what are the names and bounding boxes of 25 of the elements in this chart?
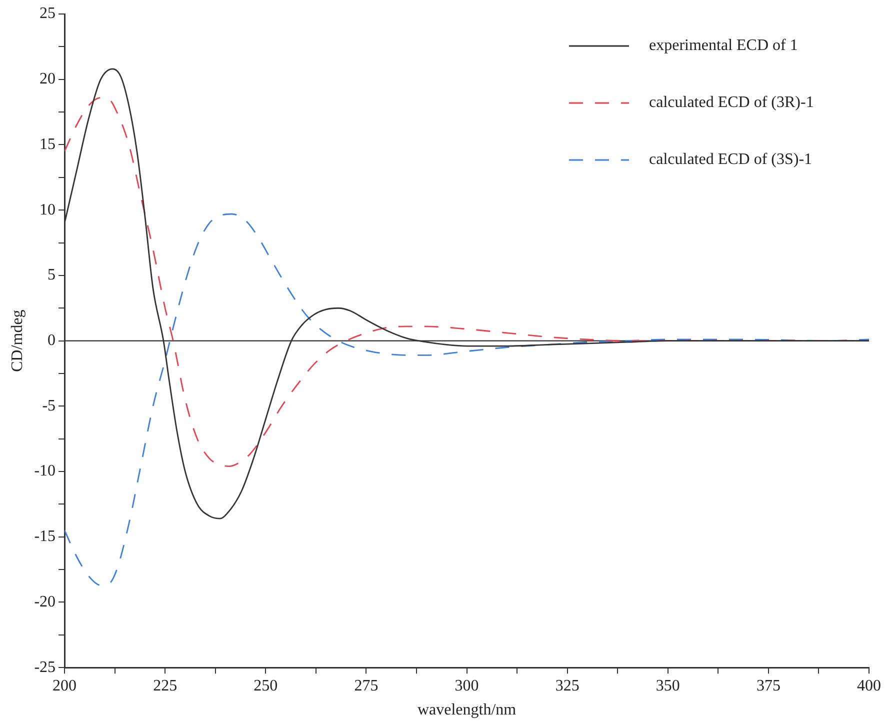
y-tick-label: -5 <box>42 397 56 414</box>
x-tick-label: 225 <box>153 677 178 694</box>
x-tick-label: 275 <box>354 677 378 694</box>
legend-label: calculated ECD of (3R)-1 <box>649 94 814 112</box>
y-tick-label: 20 <box>40 70 56 88</box>
y-tick-label: -15 <box>34 528 56 546</box>
x-tick-label: 325 <box>555 677 580 694</box>
x-tick-label: 250 <box>254 677 278 694</box>
x-tick-label: 300 <box>454 677 479 694</box>
y-tick-label: -10 <box>34 462 56 480</box>
legend-label: experimental ECD of 1 <box>649 37 798 54</box>
y-axis-title: CD/mdeg <box>8 310 26 372</box>
x-axis-title: wavelength/nm <box>417 702 517 719</box>
y-tick-label: -20 <box>34 593 56 610</box>
x-tick-label: 375 <box>756 677 780 694</box>
y-tick-label: -25 <box>34 658 56 676</box>
y-tick-label: 5 <box>48 266 56 284</box>
legend-label: calculated ECD of (3S)-1 <box>649 151 812 168</box>
x-tick-label: 350 <box>656 677 680 694</box>
x-tick-label: 400 <box>857 677 881 694</box>
y-tick-label: 10 <box>40 201 56 218</box>
x-tick-label: 200 <box>52 677 77 694</box>
y-tick-label: 0 <box>48 332 56 350</box>
y-tick-label: 15 <box>40 136 56 153</box>
y-tick-label: 25 <box>40 5 56 22</box>
